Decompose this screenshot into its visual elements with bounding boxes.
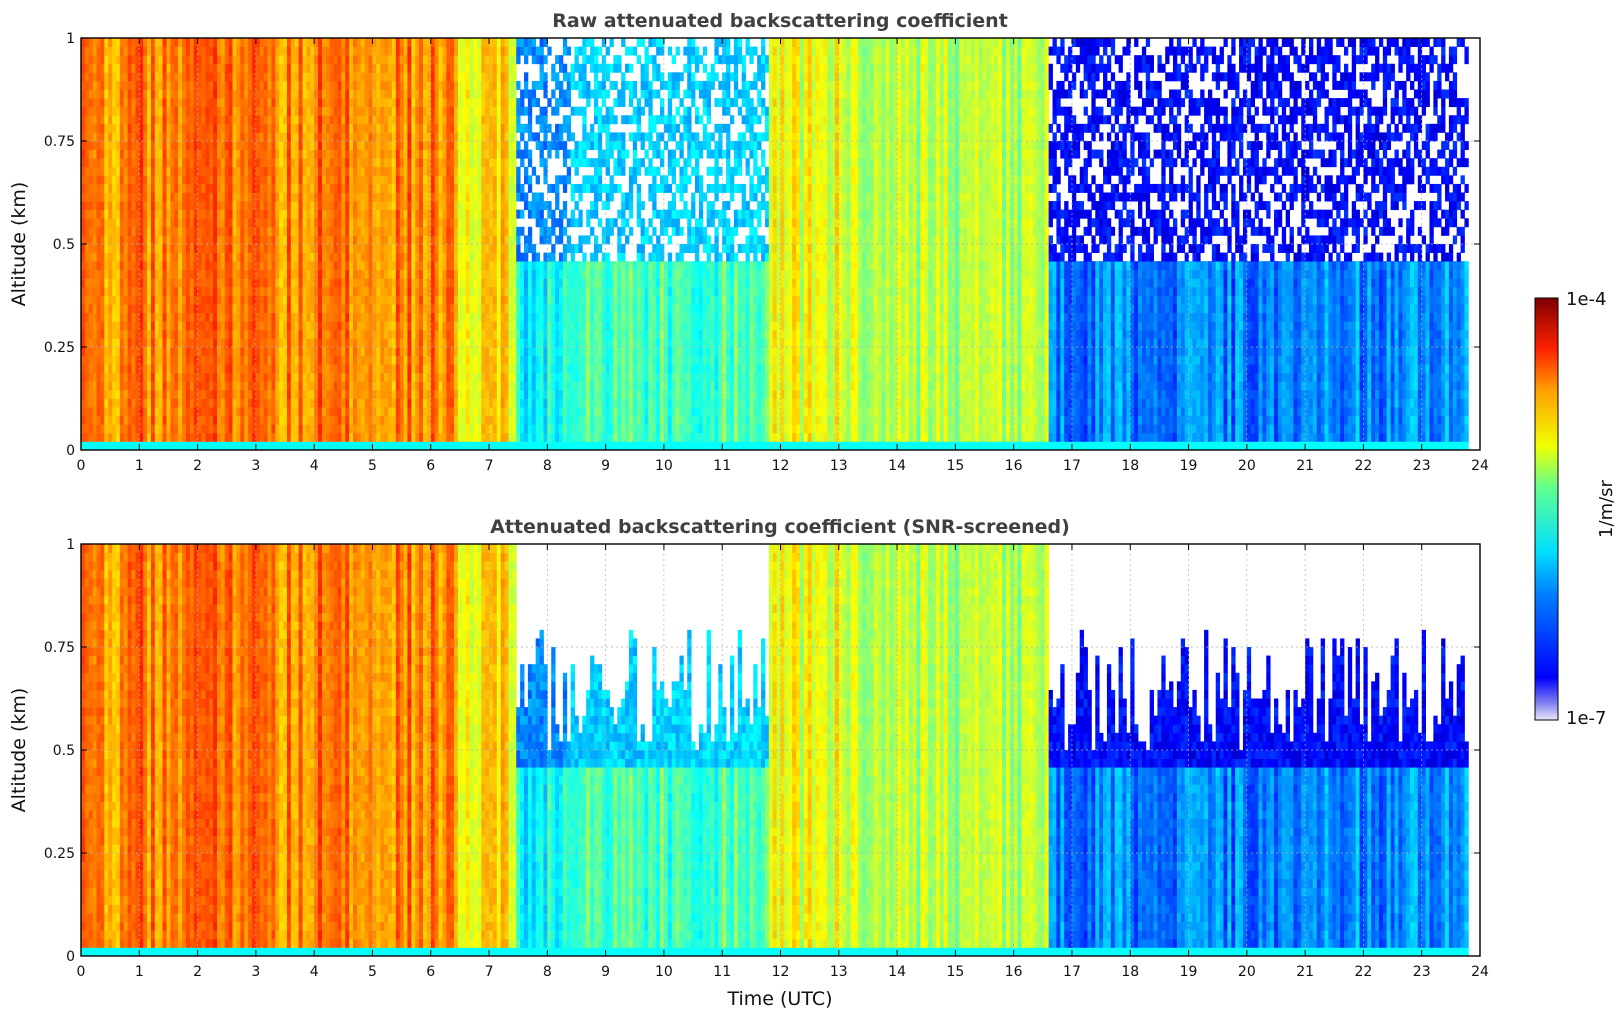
x-tick-label: 1 <box>135 458 144 474</box>
x-ticks-screened: 0 1 2 3 4 5 6 7 8 9 10 11 12 13 14 15 16 17 18 19 20 21 22 23 24 <box>77 544 1489 980</box>
x-tick-label: 16 <box>1005 458 1023 474</box>
x-tick-label: 9 <box>601 964 610 980</box>
x-tick-label: 14 <box>888 964 906 980</box>
x-ticks-raw: 0 1 2 3 4 5 6 7 8 9 10 11 12 13 14 15 16 17 18 19 20 21 22 23 24 <box>77 38 1489 474</box>
x-tick-label: 12 <box>772 964 790 980</box>
x-tick-label: 20 <box>1238 964 1256 980</box>
x-tick-label: 18 <box>1121 964 1139 980</box>
y-axis-label-raw: Altitude (km) <box>8 182 30 307</box>
y-ticks-screened: 0 0.25 0.5 0.75 1 <box>44 537 1480 965</box>
x-tick-label: 16 <box>1005 964 1023 980</box>
x-tick-label: 22 <box>1355 458 1373 474</box>
y-tick-label: 1 <box>66 31 75 47</box>
x-tick-label: 17 <box>1063 458 1081 474</box>
panel-screened: Attenuated backscattering coefficient (S… <box>8 516 1489 1010</box>
x-tick-label: 0 <box>77 458 86 474</box>
x-tick-label: 10 <box>655 458 673 474</box>
x-tick-label: 7 <box>485 458 494 474</box>
x-tick-label: 0 <box>77 964 86 980</box>
x-tick-label: 20 <box>1238 458 1256 474</box>
y-tick-label: 0 <box>66 443 75 459</box>
x-tick-label: 5 <box>368 964 377 980</box>
y-tick-label: 0.75 <box>44 134 75 150</box>
x-tick-label: 11 <box>713 964 731 980</box>
panel-raw-title: Raw attenuated backscattering coefficien… <box>552 10 1008 32</box>
x-tick-label: 4 <box>310 964 319 980</box>
x-tick-label: 5 <box>368 458 377 474</box>
x-tick-label: 15 <box>946 964 964 980</box>
x-tick-label: 8 <box>543 964 552 980</box>
panel-screened-title: Attenuated backscattering coefficient (S… <box>490 516 1070 538</box>
x-tick-label: 14 <box>888 458 906 474</box>
colorbar-unit-label: 1/m/sr <box>1596 479 1617 537</box>
x-tick-label: 17 <box>1063 964 1081 980</box>
x-tick-label: 21 <box>1296 964 1314 980</box>
y-ticks-raw: 0 0.25 0.5 0.75 1 <box>44 31 1480 459</box>
x-tick-label: 21 <box>1296 458 1314 474</box>
y-tick-label: 0.5 <box>53 237 75 253</box>
x-tick-label: 3 <box>251 964 260 980</box>
heatmap-screened <box>81 544 1469 957</box>
x-tick-label: 23 <box>1413 458 1431 474</box>
x-tick-label: 19 <box>1180 964 1198 980</box>
x-tick-label: 9 <box>601 458 610 474</box>
colorbar-gradient <box>1534 297 1559 721</box>
x-tick-label: 24 <box>1471 458 1489 474</box>
x-tick-label: 19 <box>1180 458 1198 474</box>
x-tick-label: 3 <box>251 458 260 474</box>
x-tick-label: 1 <box>135 964 144 980</box>
x-tick-label: 2 <box>193 458 202 474</box>
x-tick-label: 10 <box>655 964 673 980</box>
x-tick-label: 23 <box>1413 964 1431 980</box>
x-tick-label: 2 <box>193 964 202 980</box>
y-tick-label: 0 <box>66 949 75 965</box>
colorbar-min-label: 1e-7 <box>1566 708 1606 729</box>
x-tick-label: 11 <box>713 458 731 474</box>
x-axis-label: Time (UTC) <box>726 988 832 1010</box>
x-tick-label: 4 <box>310 458 319 474</box>
colorbar: 1e-4 1e-7 1/m/sr <box>1534 289 1617 729</box>
heatmap-raw <box>81 38 1469 451</box>
x-tick-label: 13 <box>830 964 848 980</box>
y-tick-label: 0.75 <box>44 640 75 656</box>
y-tick-label: 0.25 <box>44 846 75 862</box>
y-tick-label: 0.25 <box>44 340 75 356</box>
y-axis-label-screened: Altitude (km) <box>8 688 30 813</box>
colorbar-max-label: 1e-4 <box>1566 289 1606 310</box>
x-tick-label: 12 <box>772 458 790 474</box>
x-tick-label: 6 <box>426 964 435 980</box>
x-tick-label: 13 <box>830 458 848 474</box>
x-tick-label: 22 <box>1355 964 1373 980</box>
x-tick-label: 24 <box>1471 964 1489 980</box>
x-tick-label: 15 <box>946 458 964 474</box>
panel-raw: Raw attenuated backscattering coefficien… <box>8 10 1489 474</box>
x-tick-label: 6 <box>426 458 435 474</box>
x-tick-label: 7 <box>485 964 494 980</box>
x-tick-label: 8 <box>543 458 552 474</box>
y-tick-label: 0.5 <box>53 743 75 759</box>
x-tick-label: 18 <box>1121 458 1139 474</box>
y-tick-label: 1 <box>66 537 75 553</box>
